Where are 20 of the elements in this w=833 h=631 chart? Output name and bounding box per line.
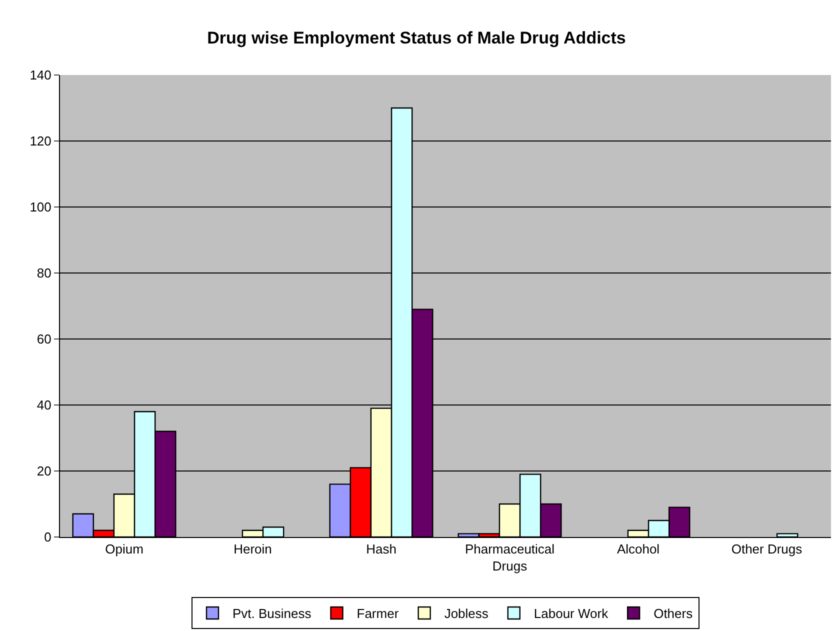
legend-label: Labour Work — [534, 606, 609, 622]
legend-label: Farmer — [356, 606, 400, 622]
legend-label: Others — [654, 606, 694, 622]
y-tick-label: 20 — [36, 464, 52, 479]
x-tick-label: Pharmaceutical Drugs — [464, 542, 555, 574]
y-tick-label: 120 — [30, 134, 52, 149]
y-tick-label: 80 — [36, 266, 52, 281]
y-tick-label: 100 — [30, 200, 52, 215]
x-tick-label: Opium — [105, 542, 144, 557]
y-tick-label: 40 — [36, 398, 52, 413]
y-tick-label: 60 — [36, 332, 52, 347]
y-tick-label: 0 — [44, 530, 52, 545]
x-tick-label: Alcohol — [616, 542, 660, 557]
x-tick-label: Hash — [366, 542, 396, 557]
chart-title: Drug wise Employment Status of Male Drug Addicts — [207, 28, 626, 48]
x-tick-label: Other Drugs — [731, 542, 803, 557]
x-tick-label: Heroin — [234, 542, 272, 557]
y-tick-label: 140 — [30, 68, 52, 83]
legend-label: Pvt. Business — [232, 606, 312, 622]
legend-label: Jobless — [444, 606, 489, 622]
